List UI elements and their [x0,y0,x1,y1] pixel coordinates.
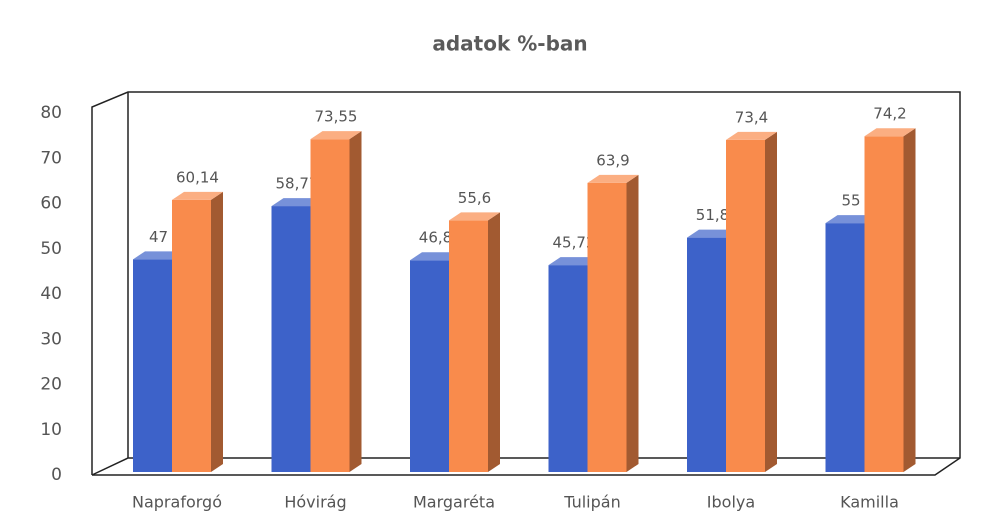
bar-front [726,139,765,473]
bar-top [271,198,323,207]
x-tick-label: Tulipán [563,493,620,512]
bar [449,212,500,472]
data-label: 45,72 [553,234,596,252]
data-label: 73,55 [315,108,358,126]
bar-front [587,182,627,473]
bar-side [349,131,362,472]
y-tick-label: 0 [51,465,62,485]
bar-top [133,251,184,260]
y-tick-label: 30 [40,329,62,349]
bar-front [864,136,904,472]
bar-front [449,220,488,472]
bar-top [172,191,223,200]
data-label: 51,8 [696,206,729,224]
data-label: 73,4 [735,108,768,126]
data-label: 46,8 [419,229,452,247]
y-tick-label: 10 [40,420,62,440]
bar-side [903,128,916,472]
bar-front [825,223,865,472]
bar-side [211,191,223,472]
y-tick-label: 80 [40,103,62,123]
y-tick-label: 60 [40,194,62,214]
x-tick-label: Kamilla [840,493,899,512]
bar-side [626,174,639,473]
bar [172,191,223,472]
bar-top [410,252,461,261]
data-label: 47 [149,228,168,246]
bar [687,229,738,472]
data-label: 55 [841,192,860,210]
y-tick-label: 50 [40,239,62,259]
bar-front [410,260,449,472]
bar-top [548,257,600,266]
bar [726,131,777,473]
data-label: 74,2 [873,105,906,123]
bar-side [488,212,500,472]
y-tick-label: 20 [40,375,62,395]
chart-title: adatok %-ban [432,32,587,56]
bar-front [271,206,311,473]
bar-top [825,215,877,224]
data-label: 55,6 [458,189,491,207]
bar-front [310,139,350,472]
y-tick-label: 40 [40,284,62,304]
x-tick-label: Margaréta [413,493,495,512]
bar-front [687,237,726,472]
bar-side [765,131,777,473]
bar-top [449,212,500,221]
bar-top [726,131,777,140]
x-tick-label: Napraforgó [132,493,222,512]
plot-frame [91,91,961,476]
data-label: 58,77 [276,175,319,193]
data-label: 63,9 [596,151,629,169]
bar-top [864,128,916,137]
bar-top [587,174,639,183]
y-tick-label: 70 [40,148,62,168]
bar [864,128,916,472]
bar-top [687,229,738,238]
bar-front [172,199,211,472]
x-tick-label: Hóvirág [284,493,346,512]
bar-front [548,265,588,472]
bar [587,174,639,473]
bar [310,131,362,472]
data-label: 60,14 [176,168,219,186]
x-tick-label: Ibolya [707,493,755,512]
bar-top [310,131,362,140]
bar-front [133,259,172,472]
